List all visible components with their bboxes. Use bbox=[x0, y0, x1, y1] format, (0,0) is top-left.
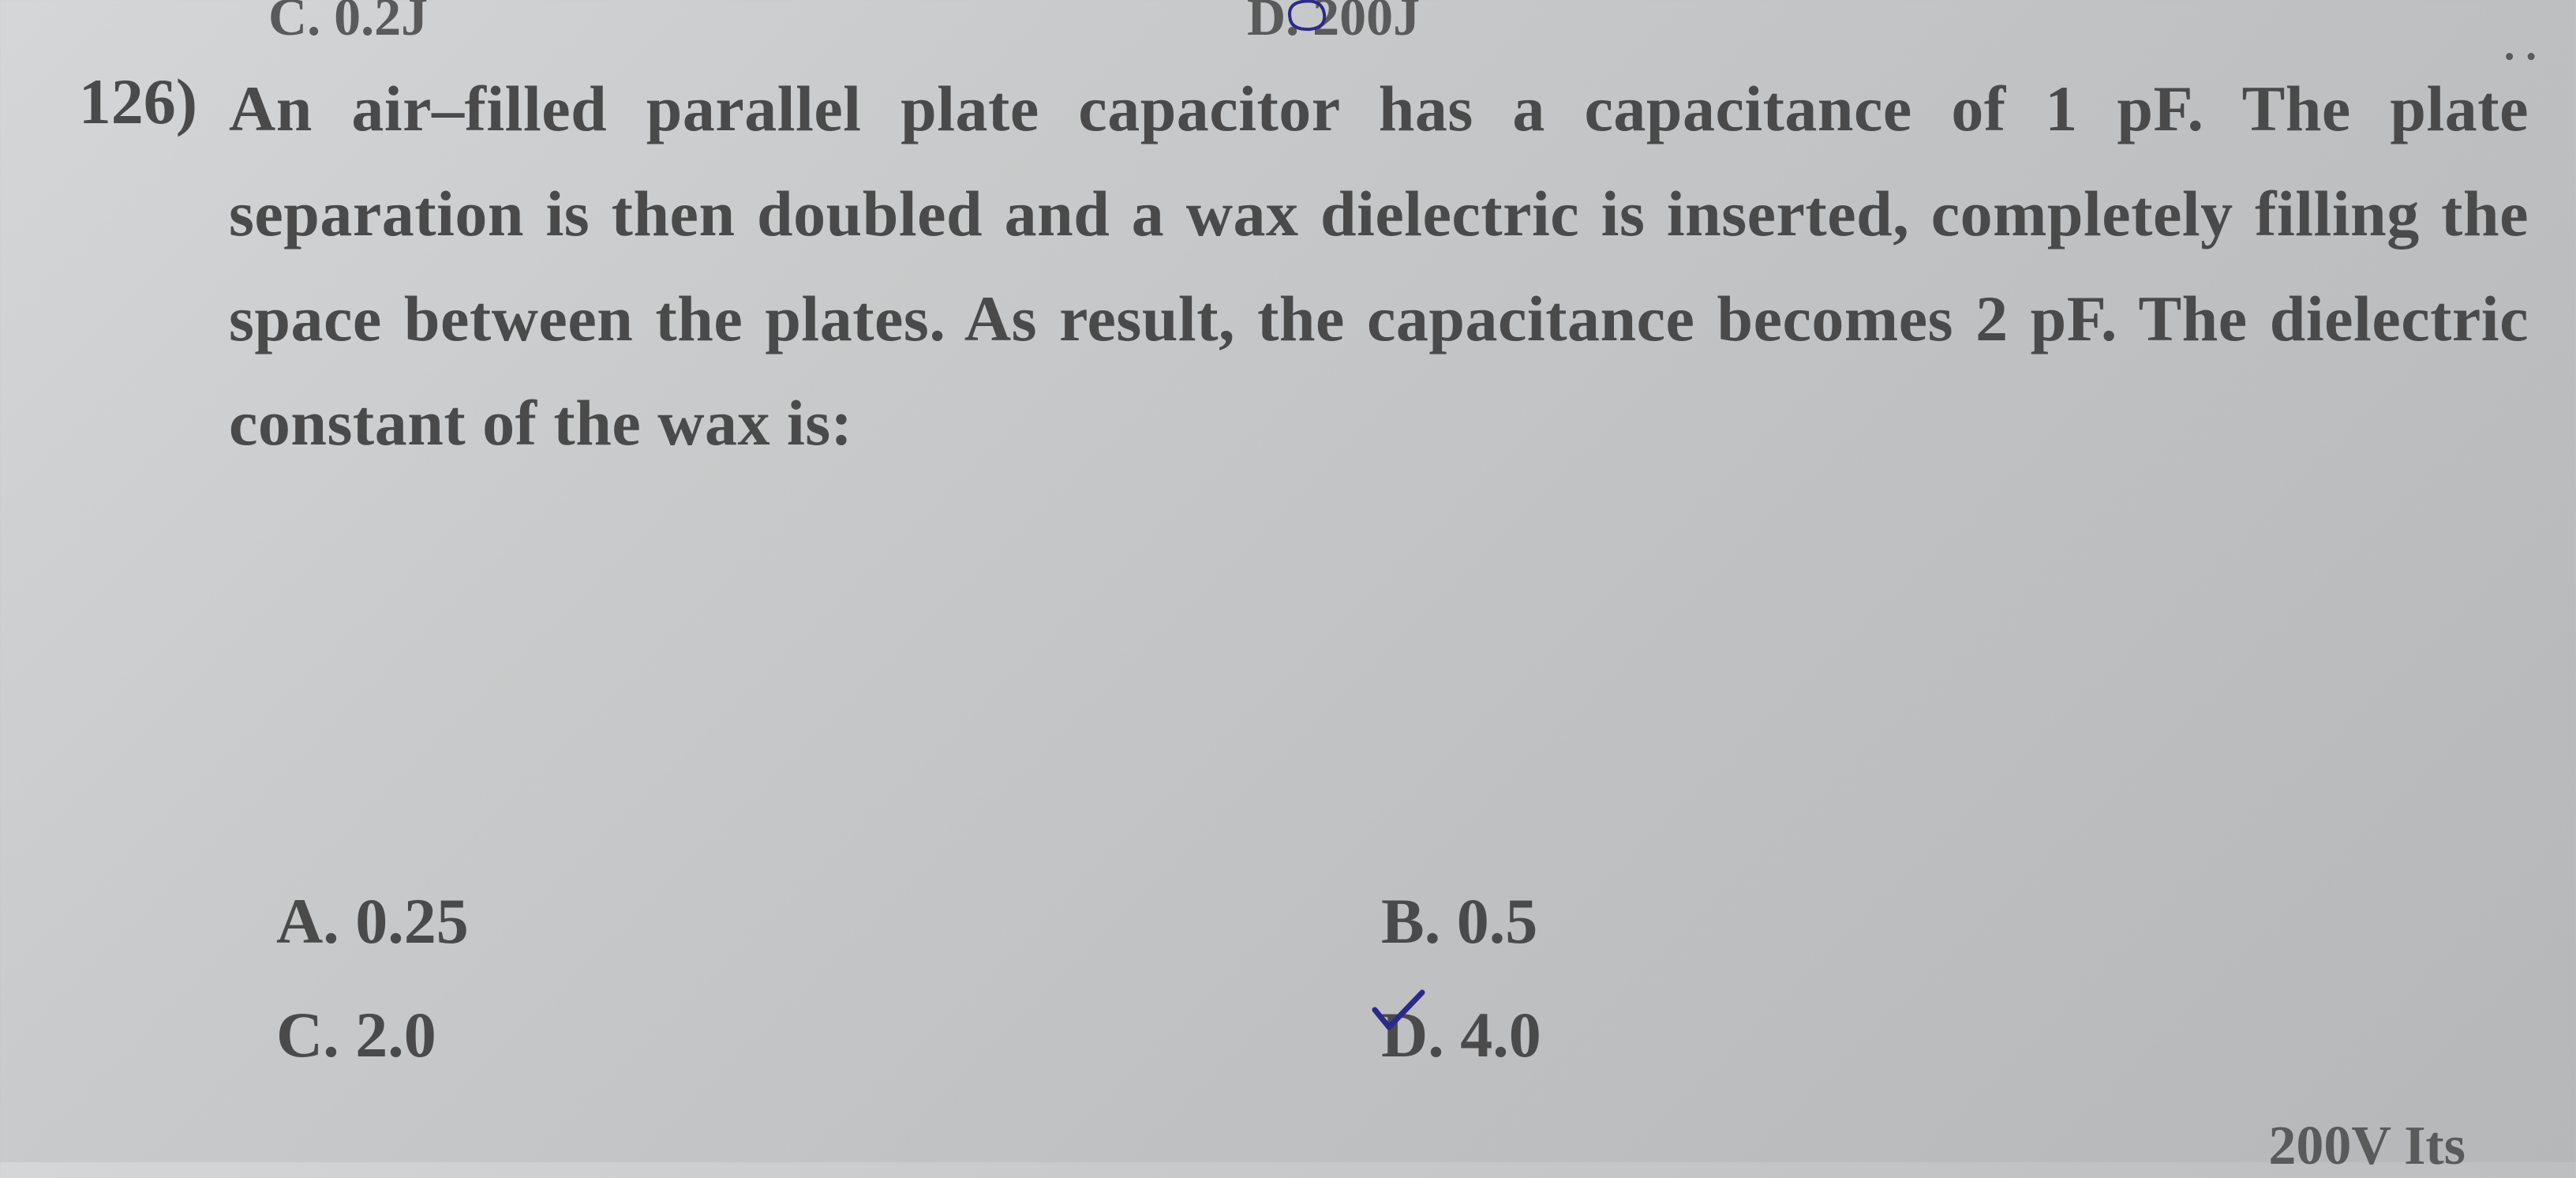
options-grid: A. 0.25 B. 0.5 C. 2.0 D. 4.0 bbox=[276, 884, 2486, 1072]
question-number: 126) bbox=[0, 57, 229, 476]
next-question-fragment: 200V Its bbox=[2268, 1115, 2466, 1178]
option-d-label: D. 4.0 bbox=[1381, 999, 1541, 1071]
prev-option-c: C. 0.2J bbox=[268, 0, 428, 48]
option-b: B. 0.5 bbox=[1381, 884, 2486, 959]
question-body: An air–filled parallel plate capacitor h… bbox=[229, 57, 2576, 476]
question-text: An air–filled parallel plate capacitor h… bbox=[229, 57, 2529, 476]
page-container: C. 0.2J D. 200J . . 126) An air–filled p… bbox=[0, 0, 2576, 1162]
option-c: C. 2.0 bbox=[276, 998, 1381, 1072]
question-row: 126) An air–filled parallel plate capaci… bbox=[0, 57, 2576, 476]
prev-question-fragments: C. 0.2J D. 200J bbox=[0, 0, 2576, 47]
option-a: A. 0.25 bbox=[276, 884, 1381, 959]
prev-option-d: D. 200J bbox=[1247, 0, 1420, 48]
option-d: D. 4.0 bbox=[1381, 998, 2486, 1072]
